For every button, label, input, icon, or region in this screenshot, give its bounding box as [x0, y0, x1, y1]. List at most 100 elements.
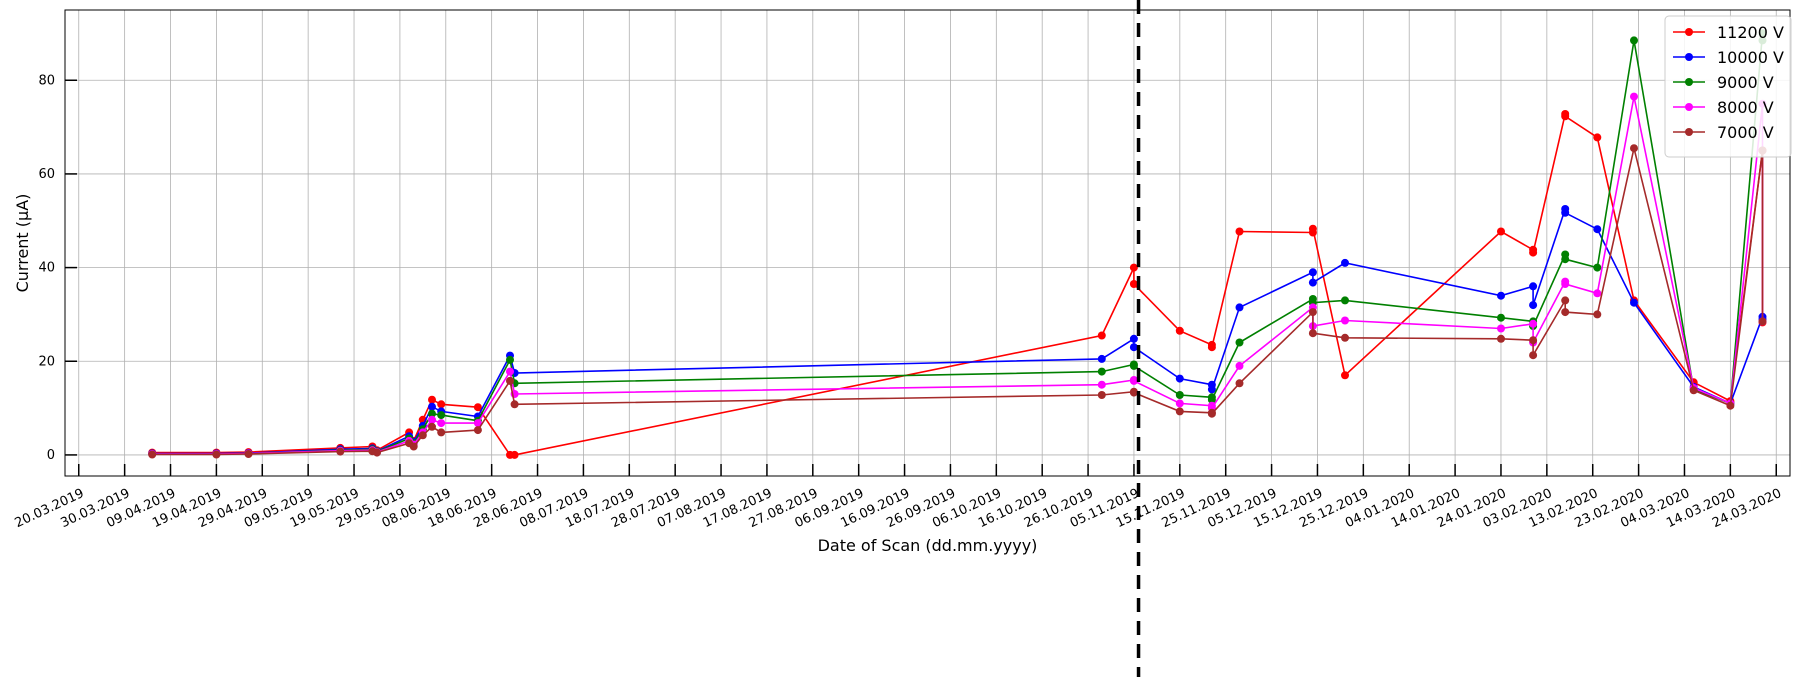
data-point — [1129, 361, 1138, 370]
legend-swatch-marker — [1685, 103, 1693, 111]
legend-swatch-marker — [1685, 28, 1693, 36]
data-point — [1308, 278, 1317, 287]
data-point — [1097, 354, 1106, 363]
data-point — [1561, 255, 1570, 264]
series-8000-v — [148, 92, 1767, 458]
x-axis-title: Date of Scan (dd.mm.yyyy) — [818, 536, 1038, 555]
legend-label: 8000 V — [1717, 98, 1774, 117]
data-point — [1129, 263, 1138, 272]
data-point — [1097, 380, 1106, 389]
data-point — [1129, 334, 1138, 343]
data-point — [1497, 324, 1505, 333]
data-point — [1561, 308, 1570, 317]
data-series — [148, 29, 1767, 459]
legend-label: 7000 V — [1717, 123, 1774, 142]
y-tick-label: 0 — [47, 448, 55, 463]
data-point — [1207, 409, 1216, 418]
data-point — [473, 403, 482, 412]
legend-item: 9000 V — [1673, 73, 1774, 92]
legend-swatch-marker — [1685, 53, 1693, 61]
data-point — [506, 376, 514, 385]
data-point — [1207, 343, 1216, 352]
data-point — [1630, 36, 1638, 45]
data-point — [1497, 291, 1505, 300]
data-point — [1593, 225, 1602, 234]
data-point — [1308, 308, 1317, 317]
data-point — [1175, 407, 1184, 416]
legend-box — [1664, 15, 1792, 158]
data-point — [1341, 316, 1349, 325]
data-point — [1129, 388, 1138, 397]
data-point — [1341, 296, 1349, 305]
data-point — [1175, 391, 1184, 399]
legend-label: 9000 V — [1717, 73, 1774, 92]
data-point — [506, 367, 514, 376]
series-7000-v — [148, 144, 1767, 459]
data-point — [428, 402, 436, 411]
data-point — [1308, 224, 1317, 233]
data-point — [244, 450, 253, 458]
data-point — [1235, 338, 1244, 347]
data-point — [1175, 374, 1184, 383]
y-tick-label: 60 — [38, 167, 55, 182]
data-point — [1341, 371, 1349, 380]
series-line — [152, 148, 1764, 456]
data-point — [1529, 351, 1538, 360]
data-point — [1593, 133, 1602, 142]
data-point — [510, 400, 519, 409]
data-point — [1341, 333, 1349, 342]
y-tick-label: 80 — [38, 73, 55, 88]
data-point — [1235, 227, 1244, 236]
grid-lines — [65, 10, 1790, 476]
data-point — [1129, 280, 1138, 288]
data-point — [1561, 112, 1570, 121]
legend-label: 10000 V — [1717, 48, 1784, 67]
data-point — [1529, 301, 1538, 310]
legend-swatch-marker — [1685, 128, 1693, 136]
data-point — [336, 447, 345, 456]
data-point — [1593, 289, 1602, 298]
data-point — [428, 395, 436, 404]
data-point — [1129, 376, 1138, 385]
legend-item: 10000 V — [1673, 48, 1784, 67]
data-point — [506, 355, 514, 364]
data-point — [1207, 385, 1216, 394]
data-point — [1758, 317, 1767, 326]
legend-item: 11200 V — [1673, 23, 1784, 42]
data-point — [437, 411, 446, 420]
data-point — [1308, 329, 1317, 338]
data-point — [1529, 336, 1538, 345]
data-point — [1341, 258, 1349, 267]
legend-item: 8000 V — [1673, 98, 1774, 117]
data-point — [510, 450, 519, 459]
legend-item: 7000 V — [1673, 123, 1774, 142]
data-point — [473, 419, 482, 428]
data-point — [1630, 92, 1638, 101]
data-point — [1129, 343, 1138, 352]
data-point — [1175, 326, 1184, 335]
series-line — [152, 113, 1764, 456]
data-point — [1497, 313, 1505, 322]
series-line — [152, 96, 1764, 455]
data-point — [1308, 268, 1317, 277]
data-point — [437, 400, 446, 409]
data-point — [1726, 401, 1735, 410]
data-point — [428, 415, 436, 424]
data-point — [418, 431, 427, 440]
data-point — [1207, 395, 1216, 404]
data-point — [409, 442, 418, 451]
plot-area-frame — [64, 9, 1791, 477]
data-point — [437, 428, 446, 437]
y-axis-title: Current (µA) — [13, 194, 32, 293]
data-point — [1630, 298, 1638, 307]
series-10000-v — [148, 205, 1767, 458]
legend: 11200 V 10000 V 9000 V 8000 V 7000 V — [1664, 15, 1792, 158]
data-point — [1689, 386, 1698, 395]
data-point — [473, 426, 482, 435]
series-line — [152, 208, 1764, 455]
data-point — [1097, 367, 1106, 376]
data-point — [1630, 144, 1638, 153]
data-point — [1561, 280, 1570, 288]
data-point — [1529, 248, 1538, 257]
y-tick-label: 20 — [38, 354, 55, 369]
